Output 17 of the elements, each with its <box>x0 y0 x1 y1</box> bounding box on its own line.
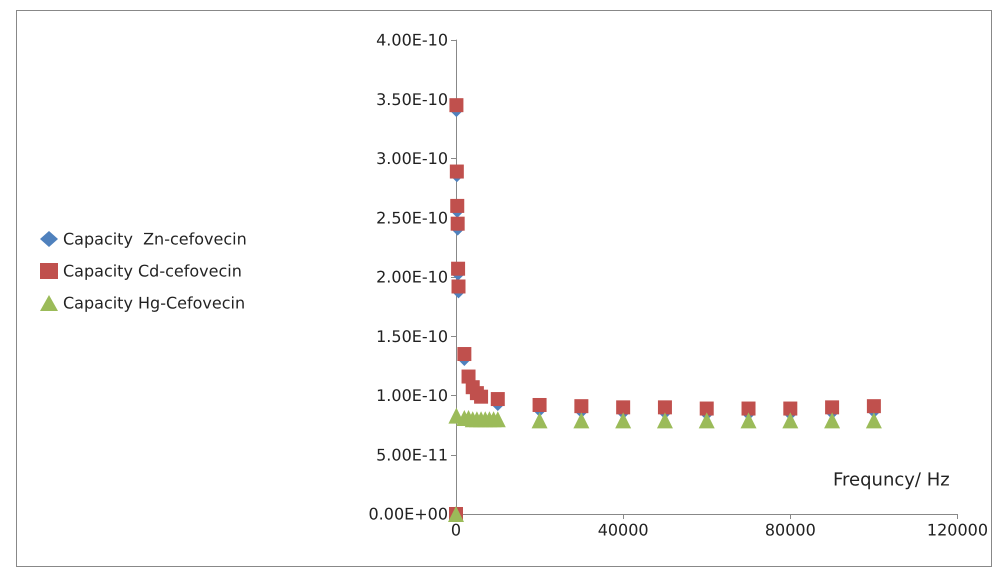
y-tick-label: 0.00E+00 <box>368 504 448 524</box>
y-tick-label: 3.00E-10 <box>376 149 448 168</box>
y-tick-label: 5.00E-11 <box>376 445 448 464</box>
x-tick-label: 120000 <box>926 520 988 540</box>
y-tick-label: 1.50E-10 <box>376 326 448 346</box>
y-tick-label: 2.00E-10 <box>376 268 448 286</box>
y-tick-label: 3.50E-10 <box>376 90 448 109</box>
x-tick-label: 0 <box>450 520 462 540</box>
x-axis-title: Frequncy/ Hz <box>833 470 950 490</box>
x-tick-label: 40000 <box>598 520 649 540</box>
y-tick-label: 1.00E-10 <box>376 386 448 405</box>
legend-label: Capacity Zn-cefovecin <box>63 230 247 248</box>
y-tick-label: 2.50E-10 <box>376 208 448 228</box>
legend-label: Capacity Cd-cefovecin <box>63 262 242 280</box>
y-tick-label: 4.00E-10 <box>376 30 448 50</box>
x-tick-label: 80000 <box>764 520 816 540</box>
legend-label: Capacity Hg-Cefovecin <box>63 294 246 312</box>
